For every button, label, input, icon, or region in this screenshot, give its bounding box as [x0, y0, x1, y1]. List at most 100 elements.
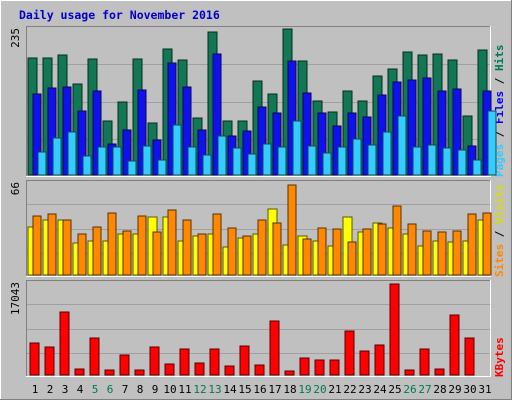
bar-sites-day-12: [197, 233, 207, 276]
x-tick-label-day-1: 1: [32, 383, 39, 396]
bar-pages-day-3: [67, 131, 77, 176]
x-tick-label-day-21: 21: [328, 383, 341, 396]
x-tick-label-day-23: 23: [358, 383, 371, 396]
x-tick-label-day-4: 4: [77, 383, 84, 396]
bar-kbytes-day-17: [269, 320, 280, 376]
bar-kbytes-day-14: [224, 365, 235, 376]
bar-kbytes-day-27: [419, 348, 430, 376]
bar-pages-day-22: [352, 138, 362, 176]
x-tick-label-day-15: 15: [238, 383, 251, 396]
bar-kbytes-day-21: [329, 359, 340, 376]
bar-kbytes-day-25: [389, 283, 400, 376]
bar-files-day-15: [242, 130, 252, 176]
bar-sites-day-23: [362, 228, 372, 276]
bar-sites-day-21: [332, 228, 342, 276]
bar-sites-day-22: [347, 241, 357, 276]
bar-kbytes-day-2: [44, 346, 55, 376]
bar-sites-day-29: [452, 230, 462, 276]
x-tick-label-day-28: 28: [433, 383, 446, 396]
x-tick-label-day-8: 8: [137, 383, 144, 396]
bar-kbytes-day-23: [359, 350, 370, 376]
bar-sites-day-26: [407, 223, 417, 276]
bar-pages-day-19: [307, 145, 317, 176]
plot-area-kbytes: [26, 280, 491, 377]
bar-files-day-11: [182, 86, 192, 176]
bar-pages-day-6: [112, 146, 122, 176]
bar-files-day-1: [32, 93, 42, 176]
bar-sites-day-24: [377, 223, 387, 276]
x-tick-label-day-29: 29: [448, 383, 461, 396]
side-label-part: Visits: [493, 184, 506, 224]
bar-sites-day-17: [272, 222, 282, 276]
side-label-part: Hits: [493, 45, 506, 72]
bar-files-day-8: [137, 89, 147, 176]
bar-kbytes-day-26: [404, 369, 415, 376]
x-tick-label-day-26: 26: [403, 383, 416, 396]
bar-sites-day-18: [287, 184, 297, 276]
chart-title: Daily usage for November 2016: [19, 8, 220, 22]
bar-kbytes-day-6: [104, 369, 115, 376]
bar-sites-day-7: [122, 230, 132, 276]
side-label-part: KBytes: [493, 337, 506, 377]
bar-kbytes-day-8: [134, 369, 145, 376]
bar-kbytes-day-28: [434, 368, 445, 376]
bar-sites-day-28: [437, 231, 447, 276]
bar-files-day-27: [422, 77, 432, 176]
bar-sites-day-5: [92, 226, 102, 276]
bar-files-day-20: [317, 112, 327, 176]
bar-kbytes-day-4: [74, 368, 85, 376]
x-tick-label-day-3: 3: [62, 383, 69, 396]
bar-kbytes-day-13: [209, 348, 220, 376]
bar-kbytes-day-20: [314, 359, 325, 376]
x-tick-label-day-27: 27: [418, 383, 431, 396]
bar-pages-day-15: [247, 153, 257, 176]
x-tick-label-day-5: 5: [92, 383, 99, 396]
bar-pages-day-17: [277, 146, 287, 176]
series-files: [32, 53, 492, 176]
bar-kbytes-day-30: [464, 337, 475, 376]
bar-sites-day-1: [32, 215, 42, 276]
bar-sites-day-19: [302, 238, 312, 276]
bar-pages-day-5: [97, 146, 107, 176]
bar-sites-day-25: [392, 205, 402, 276]
x-tick-label-day-18: 18: [283, 383, 296, 396]
bar-sites-day-8: [137, 215, 147, 276]
bar-pages-day-27: [427, 144, 437, 176]
bar-files-day-12: [197, 129, 207, 176]
bar-sites-day-16: [257, 219, 267, 276]
bar-files-day-7: [122, 129, 132, 176]
bar-pages-day-2: [52, 137, 62, 176]
x-tick-label-day-30: 30: [463, 383, 476, 396]
x-tick-label-day-22: 22: [343, 383, 356, 396]
bar-kbytes-day-9: [149, 346, 160, 376]
bar-pages-day-7: [127, 160, 137, 176]
bar-pages-day-24: [382, 131, 392, 176]
bar-pages-day-21: [337, 146, 347, 176]
bar-kbytes-day-22: [344, 330, 355, 376]
bar-pages-day-8: [142, 145, 152, 176]
bar-pages-day-26: [412, 146, 422, 176]
y-max-label-kbytes: 17043: [9, 282, 22, 315]
bar-sites-day-11: [182, 219, 192, 276]
x-tick-label-day-10: 10: [163, 383, 176, 396]
bar-files-day-18: [287, 60, 297, 176]
bar-kbytes-day-29: [449, 314, 460, 376]
bar-kbytes-day-16: [254, 364, 265, 376]
bar-pages-day-30: [472, 159, 482, 176]
bar-pages-day-10: [172, 124, 182, 176]
bar-files-day-17: [272, 112, 282, 176]
bar-sites-day-4: [77, 233, 87, 276]
bar-pages-day-31: [487, 110, 497, 176]
bar-pages-day-9: [157, 159, 167, 176]
x-tick-label-day-16: 16: [253, 383, 266, 396]
bar-sites-day-9: [152, 231, 162, 276]
bar-kbytes-day-11: [179, 348, 190, 376]
bar-files-day-28: [437, 90, 447, 176]
bar-sites-day-2: [47, 213, 57, 276]
side-label-part: Sites: [493, 244, 506, 277]
x-tick-label-day-17: 17: [268, 383, 281, 396]
